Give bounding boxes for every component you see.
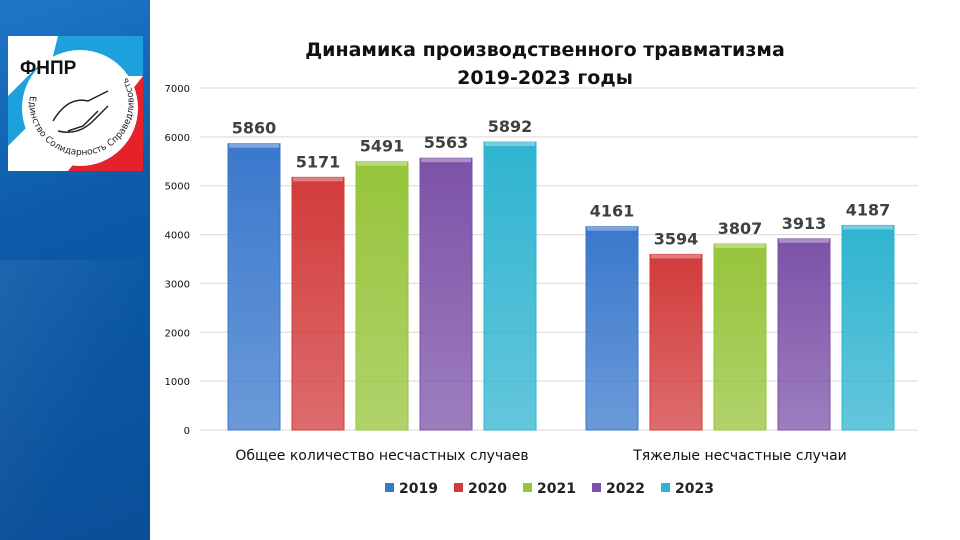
y-tick-label: 0: [184, 426, 190, 437]
bar-highlight: [293, 177, 343, 182]
y-tick-label: 1000: [165, 377, 190, 388]
legend-label: 2021: [537, 481, 576, 497]
legend-swatch-2020: [454, 483, 463, 492]
legend-swatch-2019: [385, 483, 394, 492]
bar-highlight: [779, 238, 829, 243]
legend-label: 2023: [675, 481, 714, 497]
y-tick-label: 7000: [165, 84, 190, 95]
bar-2019: [585, 226, 639, 431]
bar-highlight: [485, 142, 535, 147]
data-label: 5491: [360, 137, 405, 156]
data-label: 3807: [718, 219, 763, 238]
bar-2022: [419, 157, 473, 431]
bar-highlight: [843, 225, 893, 230]
category-label: Общее количество несчастных случаев: [235, 448, 528, 464]
chart-title-line2: 2019-2023 годы: [457, 67, 633, 89]
bar-2020: [649, 253, 703, 431]
y-tick-label: 6000: [165, 133, 190, 144]
legend-label: 2022: [606, 481, 645, 497]
sidebar-decoration: [0, 260, 150, 540]
category-label: Тяжелые несчастные случаи: [632, 448, 847, 464]
legend-swatch-2021: [523, 483, 532, 492]
bar-2021: [713, 243, 767, 431]
bar-highlight: [715, 244, 765, 249]
bar-highlight: [357, 161, 407, 166]
data-label: 3594: [654, 229, 699, 248]
data-label: 4161: [590, 202, 635, 221]
y-tick-label: 2000: [165, 328, 190, 339]
legend-label: 2020: [468, 481, 507, 497]
bar-2022: [777, 238, 831, 431]
y-tick-label: 4000: [165, 231, 190, 242]
legend-swatch-2022: [592, 483, 601, 492]
data-label: 5892: [488, 117, 533, 136]
chart-title: Динамика производственного травматизма 2…: [240, 36, 850, 92]
bar-2020: [291, 176, 345, 431]
bar-highlight: [651, 254, 701, 259]
bar-2023: [841, 224, 895, 431]
bar-highlight: [587, 226, 637, 231]
legend-label: 2019: [399, 481, 438, 497]
svg-text:ФНПР: ФНПР: [20, 58, 77, 79]
bar-2023: [483, 141, 537, 431]
bar-2021: [355, 161, 409, 431]
bar-2019: [227, 143, 281, 431]
data-label: 5171: [296, 152, 341, 171]
y-tick-label: 3000: [165, 279, 190, 290]
chart-title-line1: Динамика производственного травматизма: [305, 39, 785, 61]
legend-swatch-2023: [661, 483, 670, 492]
y-tick-label: 5000: [165, 182, 190, 193]
data-label: 4187: [846, 200, 891, 219]
bar-highlight: [421, 158, 471, 163]
data-label: 5563: [424, 133, 469, 152]
data-label: 3913: [782, 214, 827, 233]
bar-highlight: [229, 143, 279, 148]
fnpr-logo: ФНПР Единство Солидарность Справедливост…: [8, 36, 143, 171]
data-label: 5860: [232, 119, 277, 138]
